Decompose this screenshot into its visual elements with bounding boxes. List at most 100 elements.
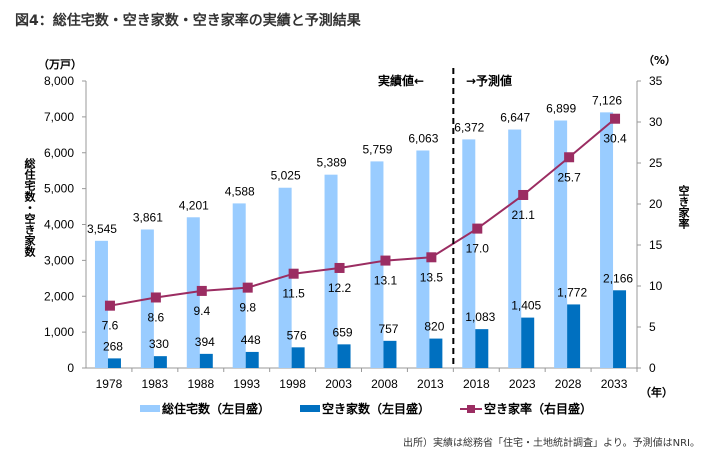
bar-total-housing (508, 129, 522, 368)
data-label-total: 3,545 (87, 222, 117, 236)
legend-swatch (140, 405, 160, 412)
marker-vacancy-rate (564, 152, 575, 163)
marker-vacancy-rate (472, 223, 483, 234)
x-tick-label: 2028 (555, 377, 582, 391)
data-label-total: 4,201 (179, 198, 209, 212)
x-tick-label: 2013 (417, 377, 444, 391)
marker-vacancy-rate (104, 300, 115, 311)
bar-total-housing (554, 120, 568, 368)
x-tick-label: 1988 (187, 377, 214, 391)
left-tick-label: 8,000 (44, 74, 74, 88)
right-tick-label: 20 (649, 197, 663, 211)
actual-annotation: 実績値← (378, 74, 425, 88)
marker-vacancy-rate (426, 252, 437, 263)
legend-swatch (300, 405, 321, 412)
x-tick-label: 2008 (371, 377, 398, 391)
data-label-vacant: 330 (149, 337, 169, 351)
marker-vacancy-rate (196, 285, 207, 296)
right-tick-label: 0 (649, 361, 656, 375)
right-axis-label: 空き家率 (677, 185, 690, 229)
bar-total-housing (232, 203, 246, 368)
bar-vacant-houses (107, 358, 121, 368)
source-note: 出所）実績は総務省「住宅・土地統計調査」より。予測値はNRI。 (403, 438, 700, 449)
bar-vacant-houses (199, 353, 213, 368)
data-label-rate: 17.0 (466, 242, 490, 256)
data-label-rate: 9.4 (193, 304, 210, 318)
legend-label: 総住宅数（左目盛） (162, 402, 271, 416)
legend-label: 空き家数（左目盛） (322, 402, 431, 416)
left-axis-label: 総住宅数・空き家数 (23, 158, 36, 257)
legend: 総住宅数（左目盛） 空き家数（左目盛） 空き家率（右目盛） (140, 400, 592, 417)
marker-vacancy-rate (518, 189, 529, 200)
data-label-total: 5,389 (317, 156, 347, 170)
x-tick-label: 1983 (142, 377, 169, 391)
x-tick-label: 2003 (325, 377, 352, 391)
data-label-vacant: 757 (378, 322, 398, 336)
left-tick-label: 7,000 (44, 110, 74, 124)
data-label-rate: 12.2 (328, 281, 352, 295)
bar-vacant-houses (429, 338, 443, 368)
data-label-vacant: 2,166 (603, 271, 633, 285)
bar-vacant-houses (521, 317, 535, 368)
x-tick-label: 2033 (601, 377, 628, 391)
marker-vacancy-rate (610, 113, 621, 124)
data-label-rate: 11.5 (282, 287, 305, 301)
bar-vacant-houses (337, 344, 351, 368)
x-tick-label: 2018 (463, 377, 490, 391)
right-tick-label: 30 (649, 115, 663, 129)
data-label-total: 6,063 (408, 131, 438, 145)
left-tick-label: 1,000 (44, 325, 74, 339)
data-label-vacant: 1,405 (511, 299, 541, 313)
data-label-vacant: 1,083 (465, 310, 495, 324)
line-vacancy-rate (109, 117, 616, 307)
marker-vacancy-rate (334, 262, 345, 273)
legend-item-total: 総住宅数（左目盛） (140, 400, 270, 417)
data-label-vacant: 448 (241, 333, 261, 347)
data-label-total: 6,372 (454, 120, 484, 134)
x-axis-unit: （年） (640, 386, 673, 399)
data-label-rate: 30.4 (603, 132, 627, 146)
data-label-vacant: 1,772 (557, 285, 587, 299)
bar-vacant-houses (475, 329, 489, 368)
bar-vacant-houses (567, 304, 581, 368)
forecast-annotation: →予測値 (466, 74, 513, 88)
chart-title: 図4：総住宅数・空き家数・空き家率の実績と予測結果 (15, 13, 361, 29)
x-tick-label: 1978 (96, 377, 123, 391)
left-tick-label: 6,000 (44, 146, 74, 160)
data-label-vacant: 820 (424, 320, 444, 334)
left-tick-label: 4,000 (44, 218, 74, 232)
right-tick-label: 25 (649, 156, 663, 170)
bar-total-housing (278, 187, 292, 368)
data-label-total: 3,861 (133, 210, 163, 224)
x-tick-label: 1993 (233, 377, 260, 391)
bar-total-housing (324, 174, 338, 368)
data-label-total: 5,025 (271, 169, 301, 183)
left-axis-unit: （万戸） (38, 58, 82, 71)
bar-total-housing (600, 112, 614, 368)
bar-vacant-houses (153, 356, 167, 368)
marker-vacancy-rate (242, 282, 253, 293)
data-label-vacant: 394 (195, 335, 215, 349)
data-label-rate: 21.1 (512, 208, 536, 222)
legend-line-marker (460, 404, 483, 413)
bar-vacant-houses (291, 347, 305, 368)
right-tick-label: 35 (649, 74, 663, 88)
data-label-rate: 8.6 (148, 310, 165, 324)
marker-vacancy-rate (288, 268, 299, 279)
left-tick-label: 5,000 (44, 182, 74, 196)
data-label-vacant: 659 (333, 325, 353, 339)
bar-total-housing (94, 240, 108, 368)
left-tick-label: 0 (67, 361, 74, 375)
bar-total-housing (416, 150, 430, 368)
data-label-total: 4,588 (225, 184, 255, 198)
data-label-total: 6,647 (500, 111, 530, 125)
bar-total-housing (370, 161, 384, 368)
left-tick-label: 3,000 (44, 253, 74, 267)
left-tick-label: 2,000 (44, 289, 74, 303)
data-label-total: 5,759 (362, 142, 392, 156)
data-label-rate: 13.1 (374, 274, 398, 288)
legend-label: 空き家率（右目盛） (484, 402, 593, 416)
legend-item-vacant: 空き家数（左目盛） (300, 400, 430, 417)
data-label-rate: 25.7 (557, 170, 581, 184)
